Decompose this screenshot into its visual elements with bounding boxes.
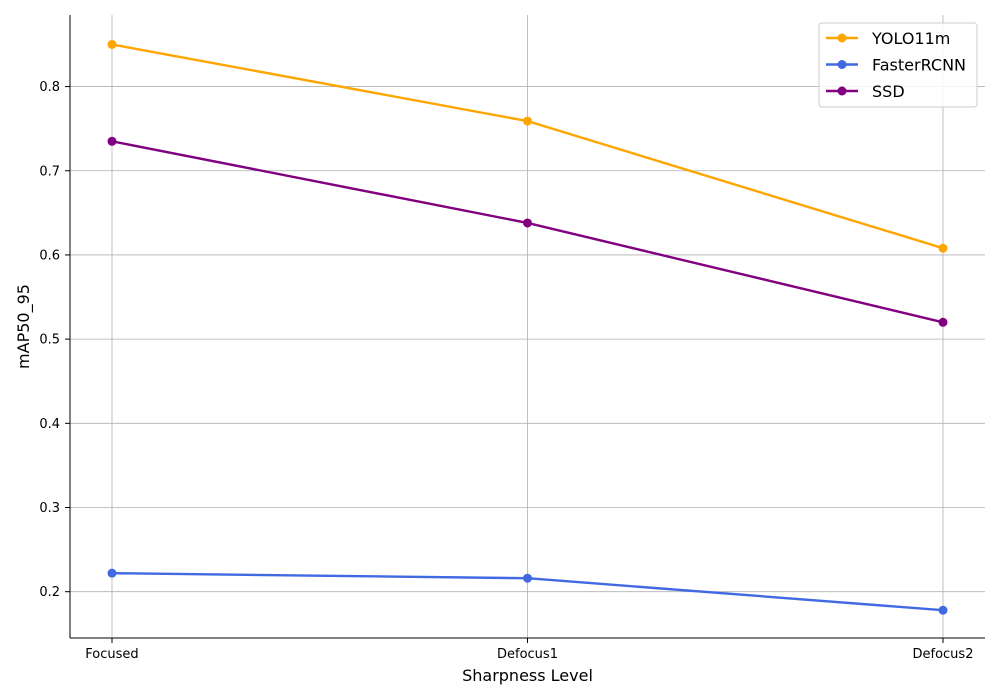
legend-entry: SSD — [826, 82, 905, 101]
data-point — [107, 568, 117, 578]
x-tick-label: Focused — [85, 647, 138, 662]
y-tick-label: 0.2 — [39, 585, 60, 600]
legend-label: YOLO11m — [871, 29, 950, 48]
legend-entry: FasterRCNN — [826, 56, 966, 75]
axes-layer: Focused Defocus1 Defocus2 0.2 0.3 0.4 0.5 0.6 0.… — [39, 15, 985, 662]
y-axis-label: mAP50_95 — [14, 284, 34, 369]
legend-label: FasterRCNN — [872, 56, 966, 75]
data-point — [523, 573, 532, 583]
grid-layer — [70, 15, 985, 638]
data-point — [523, 116, 532, 126]
legend-marker — [837, 86, 847, 96]
y-tick-label: 0.5 — [39, 333, 60, 348]
legend-marker — [837, 60, 847, 69]
legend-box — [818, 22, 978, 108]
legend-entry: YOLO11m — [826, 29, 950, 48]
data-point — [938, 605, 948, 615]
legend: YOLO11m FasterRCNN SSD — [818, 22, 978, 108]
x-axis-label: Sharpness Level — [462, 666, 593, 685]
data-point — [938, 317, 948, 327]
series-ssd — [107, 136, 948, 327]
y-tick-label: 0.7 — [39, 164, 60, 179]
x-tick-label: Defocus2 — [913, 647, 974, 662]
y-tick-label: 0.4 — [39, 417, 60, 432]
data-point — [523, 218, 532, 228]
series-fasterrcnn — [107, 568, 948, 615]
x-tick-label: Defocus1 — [497, 647, 558, 662]
series-yolo11m — [107, 39, 948, 253]
legend-marker — [837, 33, 847, 43]
data-point — [938, 243, 948, 253]
y-tick-label: 0.6 — [39, 248, 60, 263]
data-point — [107, 136, 117, 146]
series-layer — [107, 39, 948, 615]
y-tick-label: 0.8 — [39, 80, 60, 95]
y-tick-label: 0.3 — [39, 501, 60, 516]
legend-label: SSD — [872, 82, 905, 101]
data-point — [107, 39, 117, 49]
